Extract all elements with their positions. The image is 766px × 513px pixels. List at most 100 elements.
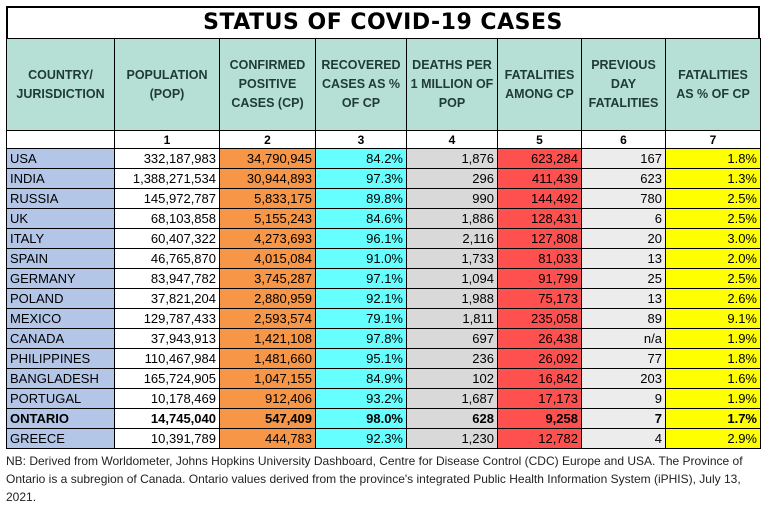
cell-population: 37,821,204: [114, 288, 220, 309]
cell-fatalities-percent: 1.6%: [665, 368, 761, 389]
cell-previous-day-fatalities: 7: [581, 408, 666, 429]
column-number: 7: [665, 130, 761, 149]
cell-country: UK: [6, 208, 115, 229]
table-row: INDIA 1,388,271,534 30,944,893 97.3% 296 411,…: [6, 168, 761, 189]
table-row: BANGLADESH 165,724,905 1,047,155 84.9% 102 16…: [6, 368, 761, 389]
cell-country: INDIA: [6, 168, 115, 189]
covid-status-table: COUNTRY/ JURISDICTION POPULATION (POP) C…: [6, 38, 761, 449]
cell-population: 60,407,322: [114, 228, 220, 249]
cell-recovered-percent: 98.0%: [315, 408, 407, 429]
table-row: ONTARIO 14,745,040 547,409 98.0% 628 9,258 7 1.…: [6, 408, 761, 429]
cell-previous-day-fatalities: 203: [581, 368, 666, 389]
cell-recovered-percent: 92.1%: [315, 288, 407, 309]
table-row: PHILIPPINES 110,467,984 1,481,660 95.1% 236 2…: [6, 348, 761, 369]
cell-country: PHILIPPINES: [6, 348, 115, 369]
table-title: STATUS OF COVID-19 CASES: [6, 6, 760, 40]
cell-recovered-percent: 95.1%: [315, 348, 407, 369]
cell-fatalities: 81,033: [497, 248, 582, 269]
cell-fatalities-percent: 1.9%: [665, 328, 761, 349]
header-population: POPULATION (POP): [114, 38, 220, 131]
table-row: USA 332,187,983 34,790,945 84.2% 1,876 623,28…: [6, 148, 761, 169]
cell-fatalities: 127,808: [497, 228, 582, 249]
cell-confirmed-positive: 4,015,084: [219, 248, 316, 269]
column-number: 1: [114, 130, 220, 149]
cell-fatalities: 26,438: [497, 328, 582, 349]
cell-fatalities: 75,173: [497, 288, 582, 309]
cell-fatalities: 623,284: [497, 148, 582, 169]
cell-confirmed-positive: 30,944,893: [219, 168, 316, 189]
cell-confirmed-positive: 34,790,945: [219, 148, 316, 169]
cell-country: SPAIN: [6, 248, 115, 269]
cell-deaths-per-million: 1,811: [406, 308, 498, 329]
cell-confirmed-positive: 1,421,108: [219, 328, 316, 349]
cell-previous-day-fatalities: 623: [581, 168, 666, 189]
cell-country: RUSSIA: [6, 188, 115, 209]
cell-recovered-percent: 93.2%: [315, 388, 407, 409]
column-number: 4: [406, 130, 498, 149]
cell-fatalities: 16,842: [497, 368, 582, 389]
cell-deaths-per-million: 1,094: [406, 268, 498, 289]
cell-confirmed-positive: 3,745,287: [219, 268, 316, 289]
cell-fatalities: 12,782: [497, 428, 582, 449]
cell-fatalities: 144,492: [497, 188, 582, 209]
cell-previous-day-fatalities: 13: [581, 288, 666, 309]
table-row: CANADA 37,943,913 1,421,108 97.8% 697 26,438 n…: [6, 328, 761, 349]
cell-recovered-percent: 79.1%: [315, 308, 407, 329]
header-recovered-percent: RECOVERED CASES AS % OF CP: [315, 38, 407, 131]
table-row: MEXICO 129,787,433 2,593,574 79.1% 1,811 235,…: [6, 308, 761, 329]
table-row: RUSSIA 145,972,787 5,833,175 89.8% 990 144,49…: [6, 188, 761, 209]
cell-deaths-per-million: 236: [406, 348, 498, 369]
cell-fatalities-percent: 9.1%: [665, 308, 761, 329]
cell-fatalities-percent: 1.7%: [665, 408, 761, 429]
column-number: 3: [315, 130, 407, 149]
table-body: USA 332,187,983 34,790,945 84.2% 1,876 623,28…: [6, 148, 761, 449]
cell-previous-day-fatalities: 6: [581, 208, 666, 229]
cell-deaths-per-million: 1,876: [406, 148, 498, 169]
cell-confirmed-positive: 547,409: [219, 408, 316, 429]
cell-previous-day-fatalities: n/a: [581, 328, 666, 349]
cell-recovered-percent: 84.2%: [315, 148, 407, 169]
cell-recovered-percent: 92.3%: [315, 428, 407, 449]
cell-confirmed-positive: 4,273,693: [219, 228, 316, 249]
cell-country: GERMANY: [6, 268, 115, 289]
cell-fatalities-percent: 2.0%: [665, 248, 761, 269]
table-row: GREECE 10,391,789 444,783 92.3% 1,230 12,782 4…: [6, 428, 761, 449]
column-number: 2: [219, 130, 316, 149]
cell-population: 37,943,913: [114, 328, 220, 349]
cell-country: MEXICO: [6, 308, 115, 329]
cell-population: 83,947,782: [114, 268, 220, 289]
cell-country: PORTUGAL: [6, 388, 115, 409]
cell-deaths-per-million: 697: [406, 328, 498, 349]
cell-population: 145,972,787: [114, 188, 220, 209]
cell-recovered-percent: 84.9%: [315, 368, 407, 389]
cell-confirmed-positive: 2,593,574: [219, 308, 316, 329]
column-number-row: 1 2 3 4 5 6 7: [6, 130, 761, 149]
cell-deaths-per-million: 1,687: [406, 388, 498, 409]
cell-population: 14,745,040: [114, 408, 220, 429]
header-confirmed-positive: CONFIRMED POSITIVE CASES (CP): [219, 38, 316, 131]
cell-country: ITALY: [6, 228, 115, 249]
cell-previous-day-fatalities: 77: [581, 348, 666, 369]
table-row: GERMANY 83,947,782 3,745,287 97.1% 1,094 91,7…: [6, 268, 761, 289]
cell-deaths-per-million: 1,230: [406, 428, 498, 449]
cell-deaths-per-million: 1,988: [406, 288, 498, 309]
cell-population: 46,765,870: [114, 248, 220, 269]
cell-country: USA: [6, 148, 115, 169]
cell-population: 10,178,469: [114, 388, 220, 409]
cell-fatalities: 26,092: [497, 348, 582, 369]
cell-deaths-per-million: 1,733: [406, 248, 498, 269]
cell-fatalities-percent: 1.8%: [665, 348, 761, 369]
column-number: 5: [497, 130, 582, 149]
cell-confirmed-positive: 1,047,155: [219, 368, 316, 389]
cell-fatalities-percent: 1.3%: [665, 168, 761, 189]
table-row: POLAND 37,821,204 2,880,959 92.1% 1,988 75,17…: [6, 288, 761, 309]
cell-confirmed-positive: 1,481,660: [219, 348, 316, 369]
cell-deaths-per-million: 296: [406, 168, 498, 189]
cell-country: CANADA: [6, 328, 115, 349]
cell-previous-day-fatalities: 25: [581, 268, 666, 289]
table-row: PORTUGAL 10,178,469 912,406 93.2% 1,687 17,17…: [6, 388, 761, 409]
cell-previous-day-fatalities: 20: [581, 228, 666, 249]
cell-previous-day-fatalities: 13: [581, 248, 666, 269]
header-fatalities-percent: FATALITIES AS % OF CP: [665, 38, 761, 131]
cell-confirmed-positive: 2,880,959: [219, 288, 316, 309]
